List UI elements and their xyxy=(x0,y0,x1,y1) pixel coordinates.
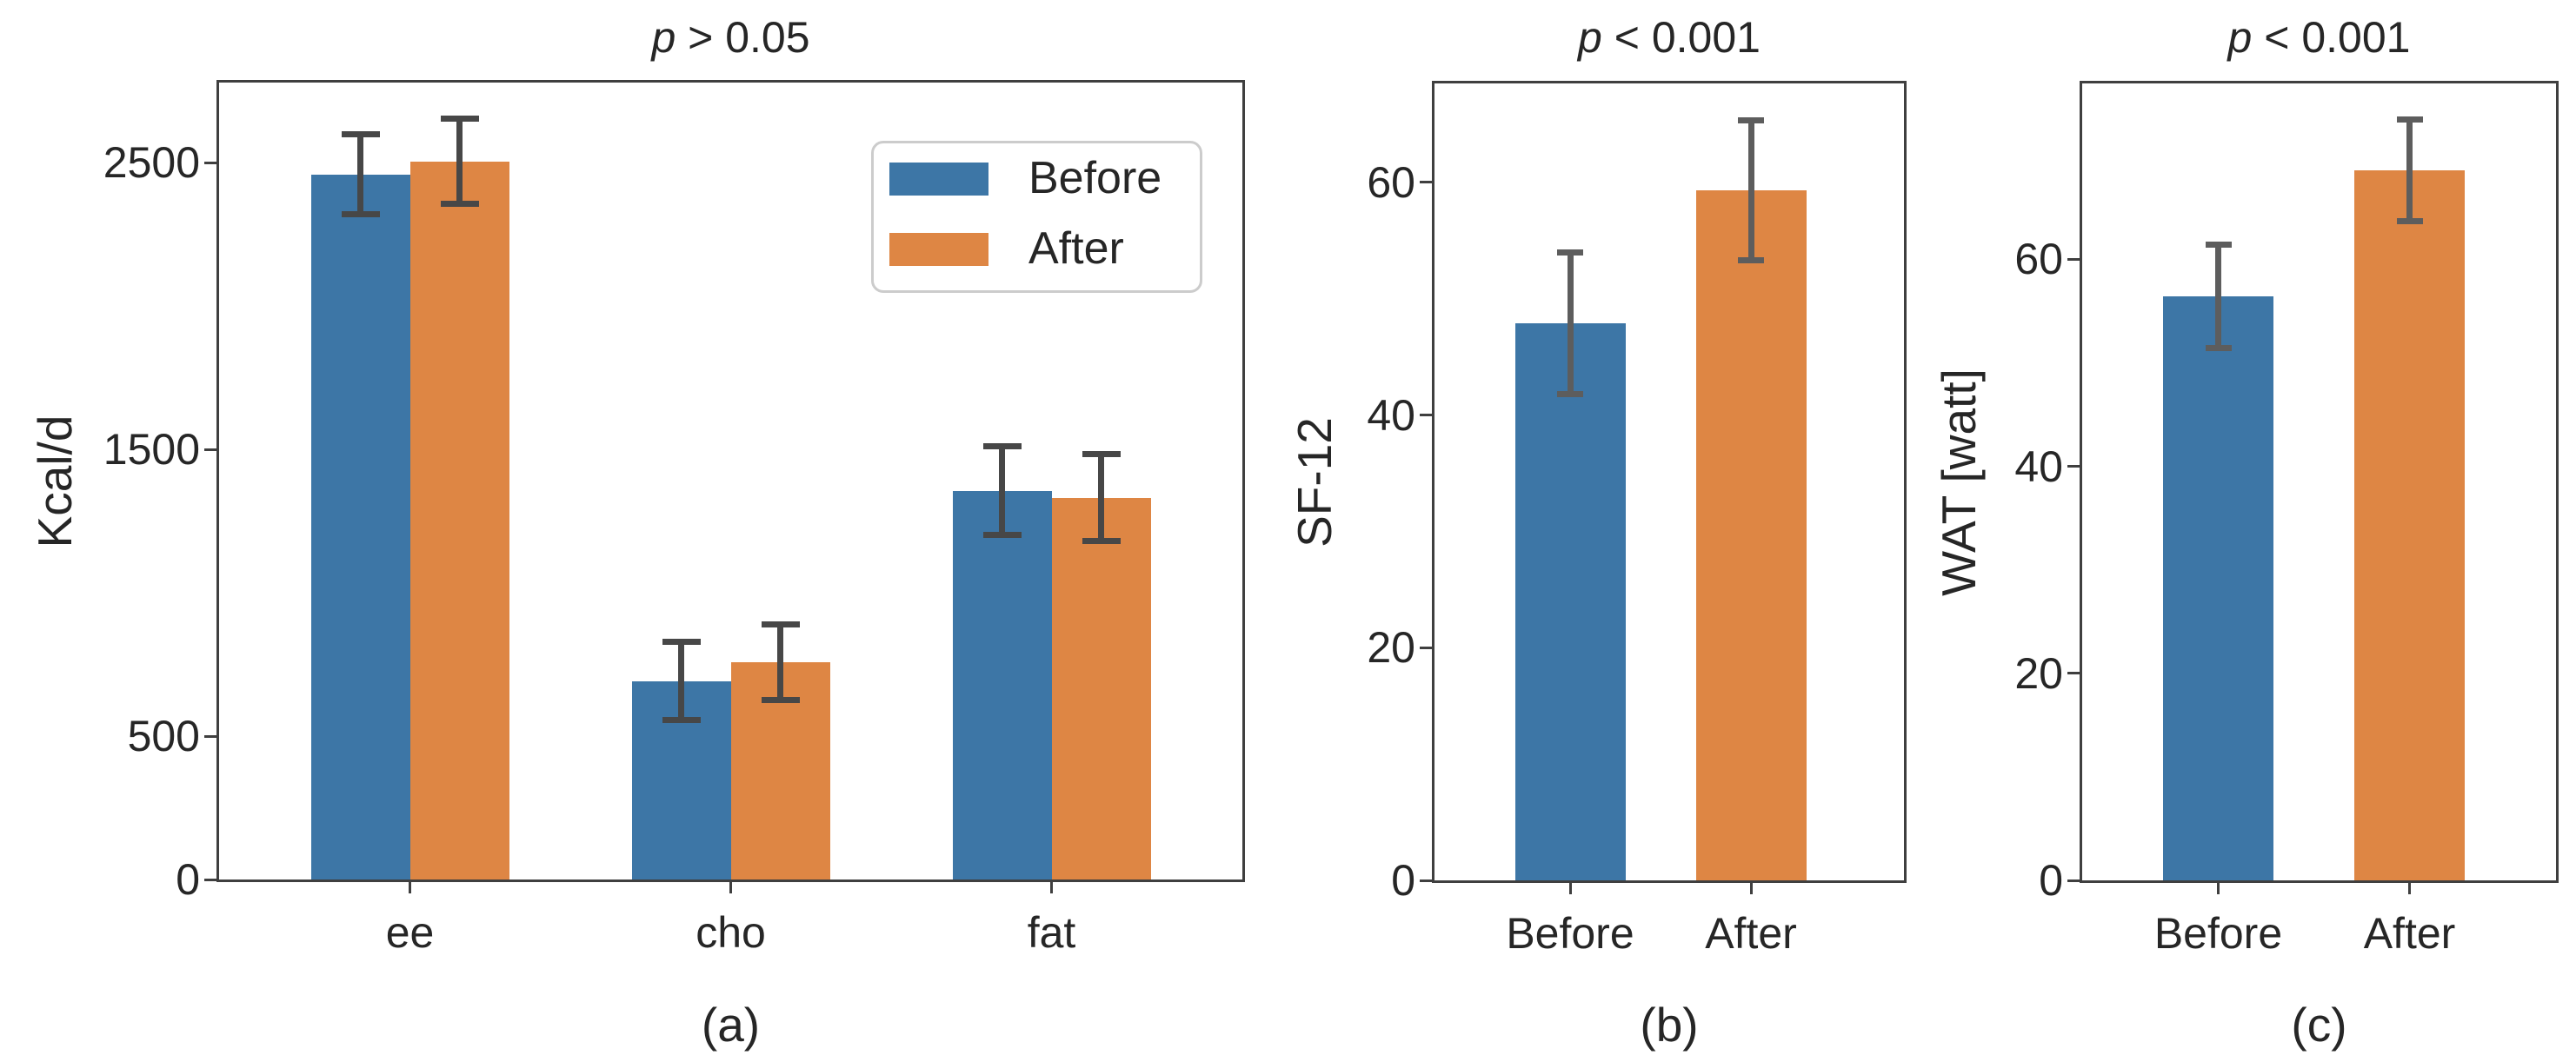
caption-a: (a) xyxy=(701,998,761,1052)
xtick-label-a-fat: fat xyxy=(1027,908,1076,957)
ytick-c-40 xyxy=(2067,465,2080,468)
ytick-a-2500 xyxy=(204,161,216,164)
errorbar-line-a-ee-Before xyxy=(357,134,363,215)
errorbar-line-c-Before-Before xyxy=(2215,244,2221,348)
errorbar-line-b-After-After xyxy=(1747,120,1754,261)
errorbar-line-a-cho-After xyxy=(777,624,783,700)
legend: Before After xyxy=(871,141,1202,293)
plot-area-a xyxy=(216,80,1245,882)
errorbar-line-a-cho-Before xyxy=(678,641,684,720)
errorbar-cap-bottom-b-After-After xyxy=(1738,256,1764,263)
ytick-c-60 xyxy=(2067,257,2080,261)
xtick-label-c-Before: Before xyxy=(2153,909,2283,958)
errorbar-cap-top-a-fat-After xyxy=(1082,450,1121,457)
ytick-label-b-40: 40 xyxy=(1367,390,1415,440)
errorbar-cap-top-c-Before-Before xyxy=(2205,242,2232,249)
legend-item-after: After xyxy=(889,226,1186,271)
xtick-b-Before xyxy=(1568,883,1572,894)
ytick-label-c-0: 0 xyxy=(2039,856,2063,905)
bar-a-fat-After xyxy=(1051,497,1151,879)
xtick-a-ee xyxy=(409,882,411,893)
errorbar-cap-bottom-c-Before-Before xyxy=(2205,345,2232,352)
bar-b-After-After xyxy=(1695,190,1807,880)
xtick-label-b-After: After xyxy=(1705,909,1797,958)
errorbar-cap-bottom-c-After-After xyxy=(2396,217,2423,224)
bar-a-ee-Before xyxy=(310,174,410,879)
legend-swatch-after-icon xyxy=(889,233,988,266)
ytick-a-500 xyxy=(204,734,216,738)
ytick-label-b-0: 0 xyxy=(1391,856,1415,905)
xtick-b-After xyxy=(1749,883,1753,894)
ytick-b-0 xyxy=(1420,879,1432,882)
bar-b-Before-Before xyxy=(1514,322,1626,880)
errorbar-cap-top-c-After-After xyxy=(2396,116,2423,123)
ytick-label-a-500: 500 xyxy=(127,712,200,761)
legend-label-after: After xyxy=(1028,223,1124,274)
errorbar-cap-bottom-a-ee-After xyxy=(440,201,479,208)
xtick-label-a-ee: ee xyxy=(385,908,435,957)
ytick-label-a-2500: 2500 xyxy=(103,138,200,188)
errorbar-line-a-fat-Before xyxy=(999,446,1005,535)
caption-c: (c) xyxy=(2291,998,2347,1052)
ytick-a-0 xyxy=(204,878,216,881)
ytick-b-20 xyxy=(1420,646,1432,649)
ytick-b-40 xyxy=(1420,414,1432,417)
errorbar-cap-top-a-fat-Before xyxy=(982,443,1022,450)
legend-item-before: Before xyxy=(889,156,1186,201)
xtick-label-a-cho: cho xyxy=(696,908,766,957)
ytick-a-1500 xyxy=(204,448,216,451)
ytick-label-c-20: 20 xyxy=(2014,648,2063,698)
errorbar-cap-top-a-ee-After xyxy=(440,116,479,123)
legend-swatch-before-icon xyxy=(889,163,988,196)
errorbar-line-a-ee-After xyxy=(456,118,463,204)
chart-b-title: p < 0.001 xyxy=(1578,13,1761,62)
errorbar-cap-bottom-a-fat-Before xyxy=(982,532,1022,539)
errorbar-cap-top-b-Before-Before xyxy=(1557,249,1583,256)
errorbar-line-c-After-After xyxy=(2406,119,2413,222)
errorbar-cap-top-a-cho-After xyxy=(761,621,800,628)
ytick-c-20 xyxy=(2067,672,2080,675)
ytick-label-a-0: 0 xyxy=(176,855,200,904)
errorbar-line-a-fat-After xyxy=(1098,454,1104,541)
bar-c-Before-Before xyxy=(2163,296,2273,880)
errorbar-cap-bottom-a-cho-After xyxy=(761,696,800,703)
xtick-label-c-After: After xyxy=(2363,909,2456,958)
errorbar-line-b-Before-Before xyxy=(1567,252,1574,395)
plot-area-b xyxy=(1432,81,1907,883)
errorbar-cap-top-a-cho-Before xyxy=(662,639,701,646)
bar-a-ee-After xyxy=(409,161,509,879)
xtick-c-After xyxy=(2408,883,2411,894)
xtick-a-cho xyxy=(729,882,732,893)
legend-label-before: Before xyxy=(1028,153,1162,203)
errorbar-cap-bottom-a-fat-After xyxy=(1082,538,1121,545)
errorbar-cap-bottom-a-cho-Before xyxy=(662,717,701,724)
errorbar-cap-top-b-After-After xyxy=(1738,117,1764,124)
bar-a-fat-Before xyxy=(952,490,1052,879)
chart-c-title: p < 0.001 xyxy=(2227,13,2411,62)
xtick-a-fat xyxy=(1050,882,1053,893)
ytick-label-a-1500: 1500 xyxy=(103,425,200,475)
ytick-b-60 xyxy=(1420,181,1432,184)
errorbar-cap-bottom-b-Before-Before xyxy=(1557,390,1583,397)
chart-a-title: p > 0.05 xyxy=(651,13,810,62)
xtick-label-b-Before: Before xyxy=(1506,909,1634,958)
ytick-label-b-20: 20 xyxy=(1367,623,1415,673)
bar-c-After-After xyxy=(2354,170,2465,880)
ytick-label-c-40: 40 xyxy=(2014,441,2063,491)
ytick-c-0 xyxy=(2067,879,2080,882)
ytick-label-b-60: 60 xyxy=(1367,157,1415,207)
caption-b: (b) xyxy=(1640,998,1699,1052)
errorbar-cap-top-a-ee-Before xyxy=(341,130,380,137)
plot-area-c xyxy=(2080,81,2559,883)
errorbar-cap-bottom-a-ee-Before xyxy=(341,211,380,218)
xtick-c-Before xyxy=(2217,883,2220,894)
ytick-label-c-60: 60 xyxy=(2014,235,2063,284)
